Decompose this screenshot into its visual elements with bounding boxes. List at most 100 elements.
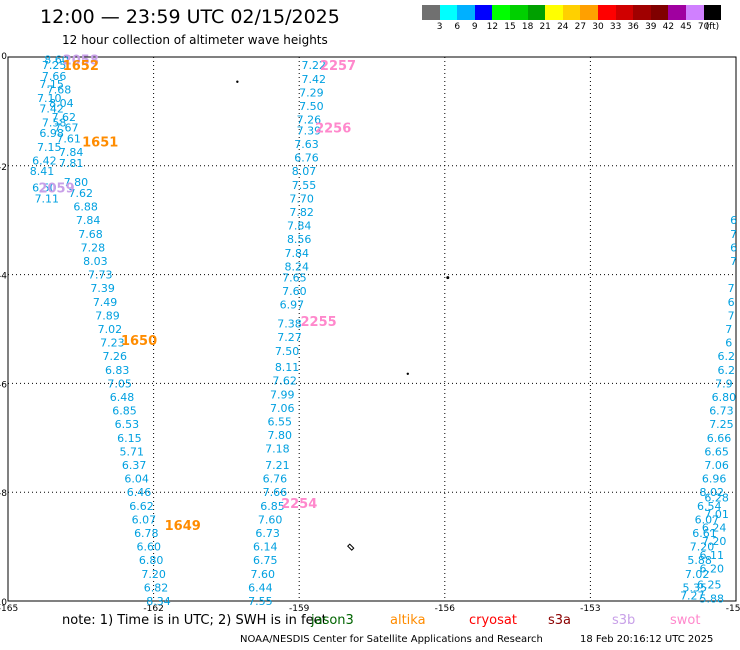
satellite-label-swot: swot xyxy=(670,613,701,628)
wave-height-value: 6.46 xyxy=(127,486,152,499)
wave-height-value: 8.24 xyxy=(285,260,310,273)
wave-height-value: 7.62 xyxy=(52,111,77,124)
wave-height-value: 7.99 xyxy=(270,388,295,401)
colorbar-label: 12 xyxy=(486,22,499,32)
pass-number-label: 2256 xyxy=(315,122,351,137)
wave-height-value: 8.04 xyxy=(49,97,74,110)
island-marker xyxy=(406,372,409,375)
wave-height-value: 6.76 xyxy=(263,473,288,486)
colorbar-label: 39 xyxy=(645,22,657,32)
wave-height-value: 8.41 xyxy=(30,165,55,178)
colorbar-swatch xyxy=(686,5,704,20)
colorbar-label: 42 xyxy=(662,22,675,32)
wave-height-value: 6.48 xyxy=(110,391,135,404)
pass-number-label: 2254 xyxy=(281,497,317,512)
colorbar-label: 9 xyxy=(471,22,478,32)
wave-height-value: 7.80 xyxy=(268,429,293,442)
pass-number-label: 2059 xyxy=(38,182,74,197)
colorbar-swatch xyxy=(457,5,475,20)
wave-height-value: 6.98 xyxy=(39,127,64,140)
satellite-label-altika: altika xyxy=(390,613,426,628)
colorbar-swatch xyxy=(545,5,563,20)
wave-height-value: 7.68 xyxy=(78,228,103,241)
y-tick-label: -4 xyxy=(0,272,7,282)
wave-height-value: 6.88 xyxy=(73,201,98,214)
wave-height-value: 8.56 xyxy=(287,233,312,246)
wave-height-value: 7.60 xyxy=(282,285,307,298)
colorbar-swatch xyxy=(633,5,651,20)
wave-height-value: 6.42 xyxy=(32,154,57,167)
wave-height-value: 7.11 xyxy=(35,192,60,205)
wave-height-value: 6.80 xyxy=(139,554,164,567)
wave-height-value: 7.73 xyxy=(88,269,113,282)
wave-height-value: 7.26 xyxy=(103,350,128,363)
wave-height-value: 6.44 xyxy=(248,581,273,594)
wave-height-value: 7.39 xyxy=(297,124,322,137)
wave-height-value: 7.42 xyxy=(302,73,327,86)
wave-height-value: 7.20 xyxy=(141,568,166,581)
chart-title: 12:00 — 23:59 UTC 02/15/2025 xyxy=(40,6,340,28)
satellite-label-s3a: s3a xyxy=(548,613,572,628)
colorbar-swatch xyxy=(703,5,722,20)
wave-height-value: 8.60 xyxy=(44,54,69,67)
colorbar-swatch xyxy=(492,5,510,20)
x-tick-label: -153 xyxy=(580,604,600,614)
wave-height-value: 6.20 xyxy=(699,562,724,575)
wave-height-value: 7.60 xyxy=(251,568,276,581)
wave-height-value: 7.58 xyxy=(42,116,67,129)
wave-height-value: 7.70 xyxy=(289,192,314,205)
wave-height-value: 8.11 xyxy=(275,361,300,374)
wave-height-value: 6.14 xyxy=(253,541,278,554)
wave-height-value: 6.80 xyxy=(712,391,737,404)
wave-height-value: 6.61 xyxy=(692,527,717,540)
wave-height-value: 7.82 xyxy=(289,206,314,219)
wave-height-value: 7.63 xyxy=(294,138,319,151)
x-tick-label: -156 xyxy=(435,604,456,614)
wave-height-value: 7.66 xyxy=(263,486,288,499)
colorbar-label: 21 xyxy=(539,22,551,32)
wave-height-value: 7.67 xyxy=(54,122,79,135)
footer-note: note: 1) Time is in UTC; 2) SWH is in fe… xyxy=(62,613,327,628)
wave-height-value: 7.06 xyxy=(270,402,295,415)
y-tick-label: -10 xyxy=(0,598,7,608)
wave-height-value: 7.62 xyxy=(272,375,297,388)
wave-height-value: 6.76 xyxy=(294,152,319,165)
wave-height-value: 6.66 xyxy=(707,432,732,445)
wave-height-value: 6.2 xyxy=(718,364,736,377)
wave-height-value: 7.23 xyxy=(100,337,125,350)
wave-height-value: 8.34 xyxy=(146,595,171,608)
wave-height-value: 7.01 xyxy=(704,508,729,521)
colorbar-label: (ft) xyxy=(705,22,720,32)
pass-number-label: 2255 xyxy=(301,315,337,330)
colorbar-swatch xyxy=(580,5,598,20)
wave-height-value: 7.02 xyxy=(98,323,123,336)
colorbar-label: 45 xyxy=(680,22,692,32)
colorbar-swatch xyxy=(615,5,634,20)
wave-height-value: 6 xyxy=(728,296,735,309)
wave-height-value: 6.73 xyxy=(709,405,734,418)
wave-height-value: 6.75 xyxy=(253,554,278,567)
wave-height-value: 7.84 xyxy=(59,146,84,159)
wave-height-value: 7.50 xyxy=(299,100,324,113)
wave-height-value: 7.66 xyxy=(42,70,67,83)
wave-height-value: 7.38 xyxy=(277,318,302,331)
y-tick-label: -2 xyxy=(0,163,7,173)
colorbar-swatch xyxy=(439,5,458,20)
wave-height-value: 7.80 xyxy=(64,176,89,189)
wave-height-value: 7.81 xyxy=(59,157,84,170)
wave-height-value: 7.65 xyxy=(282,271,307,284)
chart-subtitle: 12 hour collection of altimeter wave hei… xyxy=(62,33,328,47)
wave-height-value: 6.50 xyxy=(32,182,57,195)
wave-height-value: 7.9 xyxy=(715,377,733,390)
colorbar-swatch xyxy=(650,5,669,20)
wave-height-value: 6.25 xyxy=(697,579,722,592)
colorbar-swatch xyxy=(474,5,493,20)
colorbar-swatch xyxy=(598,5,616,20)
colorbar-label: 27 xyxy=(574,22,587,32)
wave-height-value: 7.10 xyxy=(37,92,62,105)
wave-height-value: 7.27 xyxy=(680,590,705,603)
wave-height-value: 7.62 xyxy=(69,187,94,200)
wave-height-value: 6.65 xyxy=(704,445,729,458)
wave-height-value: 7.50 xyxy=(275,345,300,358)
